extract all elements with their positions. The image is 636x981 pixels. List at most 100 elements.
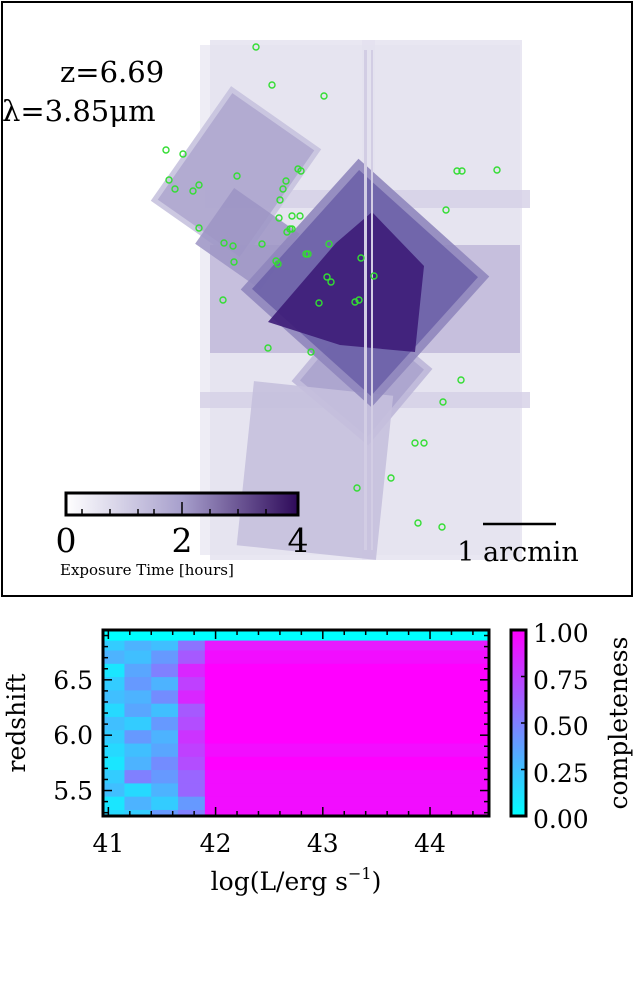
heatmap-cell [103, 676, 126, 691]
heatmap-cell [103, 649, 126, 664]
heatmap-cell [151, 716, 179, 731]
colorbar-label: completeness [604, 637, 633, 810]
colorbar-tick-label: 0.75 [533, 666, 589, 695]
source-point [274, 260, 282, 268]
heatmap-cell [204, 689, 490, 704]
wavelength-annotation: λ=3.85μm [2, 94, 156, 128]
source-point [195, 224, 203, 232]
footprint [371, 50, 373, 550]
exposure-tick-label: 4 [288, 521, 309, 560]
source-point [325, 240, 333, 248]
heatmap-cell [178, 649, 206, 664]
heatmap-cell [204, 630, 490, 641]
heatmap-cell [178, 769, 206, 784]
heatmap-cell [151, 663, 179, 678]
source-point [276, 196, 284, 204]
heatmap-cell [103, 716, 126, 731]
source-point [315, 299, 323, 307]
exposure-footprints [150, 40, 530, 560]
source-point [493, 166, 501, 174]
heatmap-cell [204, 663, 490, 678]
source-points [162, 43, 501, 531]
source-point [458, 167, 466, 175]
source-point [195, 181, 203, 189]
heatmap-cell [151, 639, 179, 651]
heatmap-cell [204, 703, 490, 717]
heatmap-cell [151, 742, 179, 757]
heatmap-cell [204, 782, 490, 797]
heatmap-cell [151, 630, 179, 641]
heatmap-cell [204, 796, 490, 810]
footprint [150, 86, 322, 264]
heatmap-cell [151, 689, 179, 704]
heatmap-axis-ticks [103, 630, 489, 816]
heatmap-cell [103, 756, 126, 771]
heatmap-cell [204, 649, 490, 664]
footprint [364, 50, 367, 550]
heatmap-cell [204, 809, 490, 817]
source-point [370, 272, 378, 280]
heatmap-cell [124, 630, 152, 641]
source-point [387, 474, 395, 482]
heatmap-cell [124, 649, 152, 664]
heatmap-cell [103, 663, 126, 678]
completeness-panel: 41 42 43 44 5.5 6.0 6.5 log(L/erg s−1) r… [2, 619, 633, 896]
completeness-colorbar-ticks [521, 629, 526, 817]
heatmap-frame [101, 628, 491, 818]
heatmap-cell [178, 630, 206, 641]
heatmap-cell [151, 676, 179, 691]
exposure-tick-label: 2 [172, 521, 193, 560]
footprint [236, 381, 394, 560]
source-point [327, 278, 335, 286]
heatmap-cell [151, 729, 179, 744]
heatmap-cell [204, 729, 490, 744]
heatmap-cell [204, 676, 490, 691]
heatmap-cell [103, 689, 126, 704]
source-point [233, 172, 241, 180]
source-point [220, 239, 228, 247]
source-point [288, 225, 296, 233]
source-point [323, 273, 331, 281]
heatmap-cell [124, 689, 152, 704]
source-point [307, 348, 315, 356]
source-point [442, 206, 450, 214]
heatmap-cell [178, 782, 206, 797]
heatmap-cell [151, 809, 179, 817]
source-point [439, 398, 447, 406]
source-point [179, 150, 187, 158]
heatmap-cell [124, 729, 152, 744]
redshift-annotation: z=6.69 [60, 55, 164, 89]
colorbar-tick-label: 0.50 [533, 712, 589, 741]
source-point [296, 212, 304, 220]
heatmap-cell [178, 663, 206, 678]
source-point [229, 242, 237, 250]
heatmap-cell [178, 676, 206, 691]
heatmap-cell [204, 769, 490, 784]
heatmap-cell [124, 716, 152, 731]
heatmap-cell [178, 639, 206, 651]
heatmap-cell [178, 756, 206, 771]
exposure-colorbar-ticks [81, 502, 267, 515]
source-point [357, 254, 365, 262]
heatmap-cell [124, 639, 152, 651]
heatmap-cell [103, 742, 126, 757]
heatmap-cell [178, 796, 206, 810]
heatmap-cell [103, 703, 126, 717]
source-point [275, 214, 283, 222]
heatmap-cell [103, 809, 126, 817]
source-point [252, 43, 260, 51]
heatmap-cell [178, 809, 206, 817]
source-point [230, 258, 238, 266]
source-point [457, 376, 465, 384]
y-tick-label: 6.0 [53, 721, 93, 750]
heatmap-cell [178, 742, 206, 757]
x-tick-label: 42 [200, 829, 232, 858]
heatmap-cell [124, 742, 152, 757]
source-point [264, 344, 272, 352]
exposure-colorbar-label: Exposure Time [hours] [60, 561, 234, 579]
heatmap-cell [103, 639, 126, 651]
source-point [438, 523, 446, 531]
source-point [353, 484, 361, 492]
x-tick-label: 44 [414, 829, 446, 858]
heatmap-cell [178, 716, 206, 731]
